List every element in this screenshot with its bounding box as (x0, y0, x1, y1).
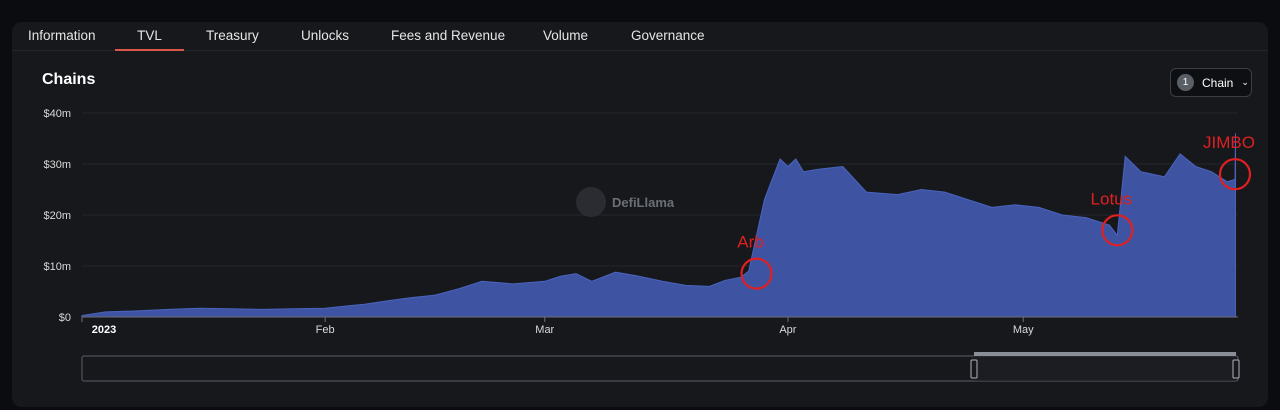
y-tick-label: $20m (43, 210, 71, 222)
x-tick-label: 2023 (92, 324, 116, 336)
y-tick-label: $0 (59, 312, 71, 324)
slider-left-handle[interactable] (970, 359, 978, 379)
chain-select-button[interactable]: 1 Chain ⌄ (1170, 68, 1252, 97)
tab-tvl[interactable]: TVL (115, 22, 184, 51)
annotation-circle (1218, 158, 1252, 191)
watermark-text: DefiLlama (612, 195, 675, 210)
annotations: Arb Lotus JIMBO (737, 133, 1255, 290)
slider-selected-bar[interactable] (974, 352, 1236, 356)
annotation-label: JIMBO (1203, 133, 1255, 152)
annotation-label: Lotus (1091, 189, 1133, 208)
tab-information[interactable]: Information (28, 28, 96, 43)
y-tick-label: $40m (43, 108, 71, 120)
annotation-circle (740, 257, 773, 290)
tab-fees-and-revenue[interactable]: Fees and Revenue (391, 28, 506, 43)
x-tick-label: Apr (779, 324, 796, 336)
slider-right-handle[interactable] (1232, 359, 1240, 379)
x-axis-ticks: 2023 Feb Mar Apr May (81, 317, 1034, 336)
tab-volume[interactable]: Volume (543, 28, 589, 43)
x-tick-label: Feb (316, 324, 335, 336)
llama-logo-icon (576, 187, 606, 217)
y-axis-ticks: $0 $10m $20m $30m $40m (43, 108, 71, 324)
tab-unlocks[interactable]: Unlocks (301, 28, 350, 43)
defillama-watermark: DefiLlama (576, 187, 675, 217)
tab-governance[interactable]: Governance (631, 28, 705, 43)
chevron-down-icon: ⌄ (1241, 77, 1249, 87)
x-tick-label: Mar (535, 324, 554, 336)
tab-divider (12, 50, 1268, 51)
x-tick-label: May (1013, 324, 1034, 336)
tab-bar: Information TVL Treasury Unlocks Fees an… (12, 22, 1268, 52)
range-slider[interactable] (81, 352, 1240, 382)
annotation-circle (1101, 214, 1134, 247)
chain-count-badge: 1 (1177, 74, 1194, 91)
y-tick-label: $30m (43, 159, 71, 171)
chart-title: Chains (42, 71, 96, 88)
annotation-label: Arb (737, 233, 763, 252)
slider-selected-range[interactable] (974, 356, 1236, 381)
chain-button-label: Chain (1202, 75, 1234, 90)
tab-treasury[interactable]: Treasury (206, 28, 259, 43)
y-tick-label: $10m (43, 261, 71, 273)
tvl-area-series (81, 133, 1236, 318)
